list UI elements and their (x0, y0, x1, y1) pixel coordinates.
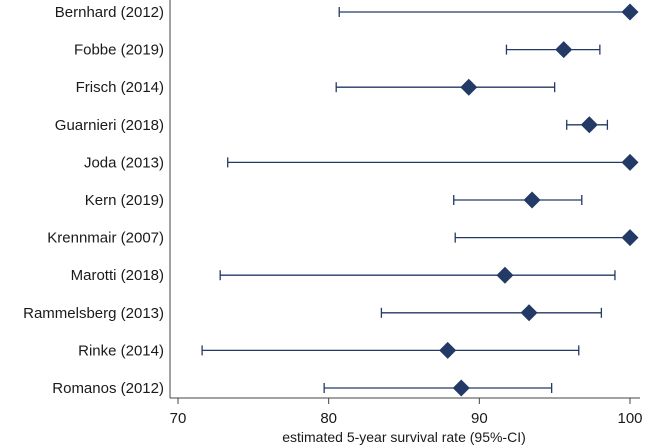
study-label: Bernhard (2012) (55, 4, 164, 21)
study-label: Romanos (2012) (52, 380, 164, 397)
estimate-marker (460, 78, 478, 96)
study-row: Frisch (2014) (76, 78, 556, 96)
x-axis-title: estimated 5-year survival rate (95%-CI) (282, 429, 526, 445)
estimate-marker (621, 229, 639, 247)
study-label: Marotti (2018) (71, 267, 164, 284)
study-row: Guarnieri (2018) (55, 116, 609, 134)
study-row: Joda (2013) (84, 153, 639, 171)
estimate-marker (621, 3, 639, 21)
study-row: Kern (2019) (85, 191, 583, 209)
x-tick-label: 90 (471, 410, 488, 427)
study-row: Krennmair (2007) (47, 229, 639, 247)
study-row: Rammelsberg (2013) (23, 304, 603, 322)
estimate-marker (555, 41, 573, 59)
study-row: Romanos (2012) (52, 379, 553, 397)
estimate-marker (439, 341, 457, 359)
study-label: Frisch (2014) (76, 79, 164, 96)
estimate-marker (496, 266, 514, 284)
study-row: Rinke (2014) (78, 341, 580, 359)
axes: 70 80 90 100 (169, 0, 643, 427)
x-tick-label: 70 (170, 410, 187, 427)
study-row: Bernhard (2012) (55, 3, 639, 21)
study-label: Fobbe (2019) (74, 42, 164, 59)
x-tick-label: 100 (617, 410, 642, 427)
estimate-marker (621, 153, 639, 171)
study-rows: Bernhard (2012) Fobbe (2019) Frisch (2014)… (23, 3, 639, 397)
study-label: Krennmair (2007) (47, 230, 164, 247)
study-label: Guarnieri (2018) (55, 117, 164, 134)
study-row: Marotti (2018) (71, 266, 616, 284)
study-label: Joda (2013) (84, 154, 164, 171)
estimate-marker (523, 191, 541, 209)
estimate-marker (580, 116, 598, 134)
study-row: Fobbe (2019) (74, 41, 601, 59)
x-tick-label: 80 (320, 410, 337, 427)
study-label: Rinke (2014) (78, 342, 164, 359)
study-label: Rammelsberg (2013) (23, 305, 164, 322)
study-label: Kern (2019) (85, 192, 164, 209)
estimate-marker (520, 304, 538, 322)
estimate-marker (452, 379, 470, 397)
